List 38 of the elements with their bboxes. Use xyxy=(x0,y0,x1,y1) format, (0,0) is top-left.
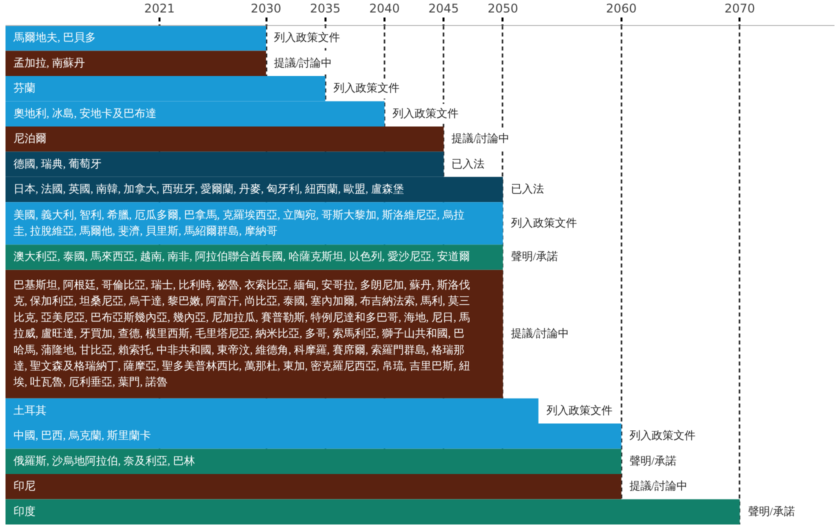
y-tick-label: 孟加拉, 南蘇丹 xyxy=(14,56,85,70)
data-label: 列入政策文件 xyxy=(392,106,458,120)
y-tick-label: 澳大利亞, 泰國, 馬來西亞, 越南, 南非, 阿拉伯聯合酋長國, 哈薩克斯坦, 以色列, 愛沙尼亞, 安道爾 xyxy=(14,250,470,264)
data-label: 提議/討論中 xyxy=(629,480,688,493)
y-tick-label: 土耳其 xyxy=(14,404,46,417)
x-tick-label: 2060 xyxy=(606,2,637,16)
data-label: 列入政策文件 xyxy=(629,429,696,442)
data-label: 列入政策文件 xyxy=(274,31,340,44)
x-tick-label: 2030 xyxy=(250,2,282,16)
x-tick-label: 2021 xyxy=(144,2,175,16)
x-tick-label: 2040 xyxy=(369,2,400,16)
data-label: 已入法 xyxy=(510,182,544,196)
y-tick-label: 奧地利, 冰島, 安地卡及巴布達 xyxy=(14,106,156,120)
y-tick-label: 巴基斯坦, 阿根廷, 哥倫比亞, 瑞士, 比利時, 祕魯, 衣索比亞, 緬甸, 安哥拉, 多朗尼加, 蘇丹, 斯洛伐克, 保加利亞, 坦桑尼亞, 烏干達, 黎巴嫩, 阿富汗, 尚比亞, 泰國, 塞內加爾, 布吉納法索, 馬利, 莫三比克, 亞美尼亞, 巴布亞斯幾內亞, 幾內亞, 尼加拉瓜, 賽普勒斯, 特例尼達和多巴哥, 海地, 尼日, 馬拉威, 盧旺達, 牙買加, 查德, 模里西斯, 毛里塔尼亞, 納米比亞, 多哥, 索馬利亞, 獅子山共和國, 巴哈馬, 蒲隆地, 甘比亞, 賴索托, 中非共和國, 東帝汶, 維德角, 科摩羅, 賽席爾, 索羅門群島, 格瑞那達, 聖文森及格瑞納丁, 薩摩亞, 聖多美普林西比, 萬那杜, 東加, 密克羅尼西亞, 帛琉, 吉里巴斯, 紐埃, 吐瓦魯, 厄利垂亞, 葉門, 諾魯 xyxy=(12,278,470,389)
data-label: 聲明/承諾 xyxy=(510,250,558,264)
data-label: 已入法 xyxy=(452,157,485,170)
y-tick-label: 馬爾地夫, 巴貝多 xyxy=(12,31,96,44)
y-tick-label: 尼泊爾 xyxy=(14,133,46,146)
data-label: 提議/討論中 xyxy=(452,132,510,146)
x-tick-label: 2070 xyxy=(724,2,756,16)
y-tick-label: 德國, 瑞典, 葡萄牙 xyxy=(14,157,102,170)
y-tick-label: 日本, 法國, 英國, 南韓, 加拿大, 西班牙, 愛爾蘭, 丹麥, 匈牙利, 紐西蘭, 歐盟, 盧森堡 xyxy=(14,182,404,196)
data-label: 聲明/承諾 xyxy=(629,454,676,468)
data-label: 提議/討論中 xyxy=(510,327,569,340)
y-tick-label: 中國, 巴西, 烏克蘭, 斯里蘭卡 xyxy=(14,429,151,442)
data-label: 提議/討論中 xyxy=(274,56,332,70)
x-tick-label: 2050 xyxy=(488,2,518,16)
data-label: 列入政策文件 xyxy=(546,404,612,417)
y-tick-label: 印尼 xyxy=(14,480,36,493)
data-label: 聲明/承諾 xyxy=(748,504,795,518)
x-tick-label: 2035 xyxy=(310,2,341,16)
y-tick-label: 芬蘭 xyxy=(14,82,36,95)
y-tick-label: 俄羅斯, 沙烏地阿拉伯, 奈及利亞, 巴林 xyxy=(14,454,195,468)
data-label: 列入政策文件 xyxy=(510,216,577,230)
x-tick-label: 2045 xyxy=(428,2,459,16)
y-tick-label: 印度 xyxy=(14,504,36,518)
data-label: 列入政策文件 xyxy=(333,82,400,95)
y-tick-label: 美國, 義大利, 智利, 希臘, 厄瓜多爾, 巴拿馬, 克羅埃西亞, 立陶宛, 哥斯大黎加, 斯洛維尼亞, 烏拉圭, 拉脫維亞, 馬爾他, 斐濟, 貝里斯, 馬紹爾群島, 摩納哥 xyxy=(14,208,464,238)
